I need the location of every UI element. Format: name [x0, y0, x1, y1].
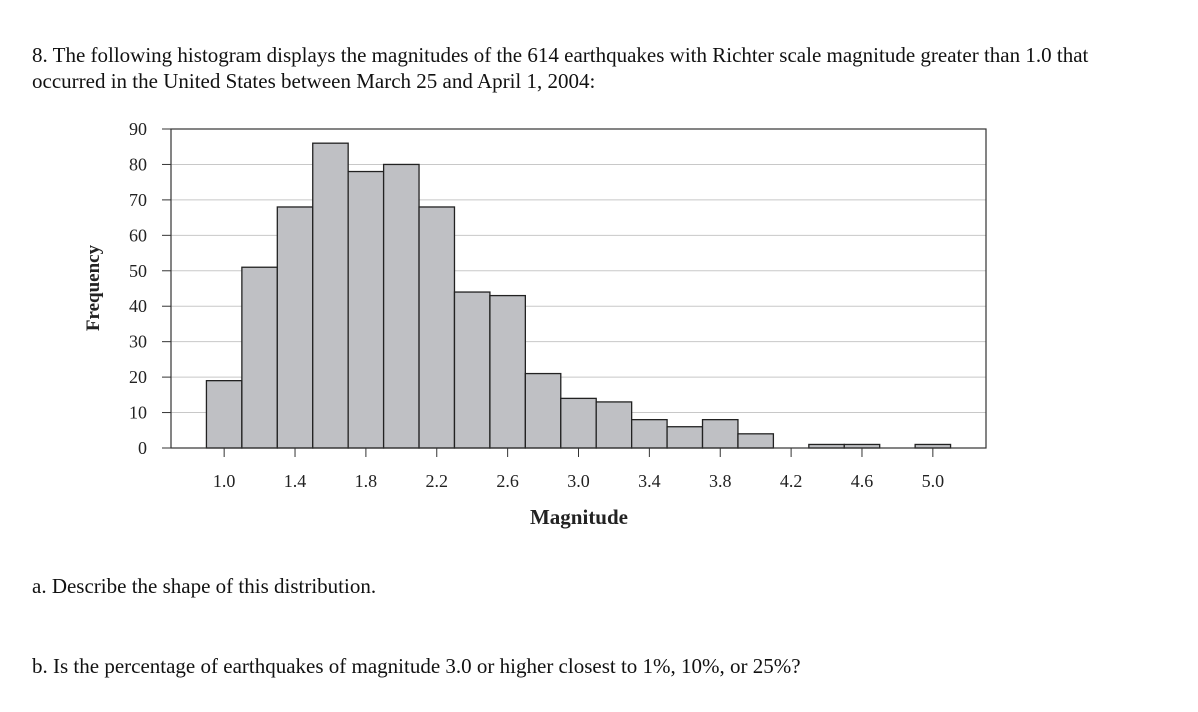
y-tick-label: 60: [129, 225, 147, 245]
y-tick-label: 40: [129, 296, 147, 316]
x-tick-label: 4.2: [780, 471, 803, 491]
histogram-bar-10: [560, 397, 597, 449]
y-tick-label: 0: [138, 438, 147, 458]
question-part-a: a. Describe the shape of this distributi…: [32, 574, 377, 598]
histogram-bar-0: [205, 380, 243, 449]
y-axis-label: Frequency: [83, 244, 104, 331]
histogram-bar-14: [701, 418, 739, 449]
histogram-bar-15: [737, 433, 775, 449]
x-tick-label: 2.2: [426, 471, 449, 491]
y-tick-label: 30: [129, 332, 147, 352]
histogram-bar-3: [312, 142, 349, 449]
histogram-bar-13: [666, 426, 704, 449]
histogram-bar-2: [276, 206, 314, 449]
histogram-bar-11: [595, 401, 633, 449]
x-axis: 1.0 1.4 1.8 2.2 2.6 3.0 3.4 3.8 4.2 4.6 5.0: [213, 448, 944, 491]
x-tick-label: 3.0: [567, 471, 590, 491]
histogram-bar-4: [347, 170, 385, 449]
histogram-bar-6: [418, 206, 456, 449]
y-tick-label: 70: [129, 190, 147, 210]
x-tick-label: 1.8: [355, 471, 378, 491]
x-tick-label: 3.4: [638, 471, 661, 491]
histogram-bar-9: [524, 372, 562, 449]
x-axis-label: Magnitude: [530, 505, 628, 529]
x-tick-label: 5.0: [922, 471, 945, 491]
histogram-bar-5: [382, 163, 420, 449]
x-tick-label: 2.6: [496, 471, 519, 491]
x-tick-label: 3.8: [709, 471, 732, 491]
histogram-bar-1: [241, 266, 278, 449]
y-tick-label: 50: [129, 261, 147, 281]
question-part-b: b. Is the percentage of earthquakes of m…: [32, 654, 801, 678]
histogram-bar-12: [631, 418, 668, 449]
y-tick-label: 80: [129, 154, 147, 174]
y-tick-label: 20: [129, 367, 147, 387]
histogram-bars: [205, 142, 952, 449]
y-tick-label: 10: [129, 403, 147, 423]
x-tick-label: 1.4: [284, 471, 307, 491]
histogram-bar-7: [453, 291, 491, 449]
question-intro: 8. The following histogram displays the …: [32, 43, 1089, 93]
histogram-chart: 0 10 20 30 40 50 60 70 80 90 1.0 1.4 1.8 2.2 2.6 3.0 3.…: [83, 119, 987, 529]
x-tick-label: 4.6: [851, 471, 874, 491]
y-tick-label: 90: [129, 119, 147, 139]
y-axis: 0 10 20 30 40 50 60 70 80 90: [129, 119, 171, 458]
histogram-bar-8: [489, 294, 526, 449]
x-tick-label: 1.0: [213, 471, 236, 491]
